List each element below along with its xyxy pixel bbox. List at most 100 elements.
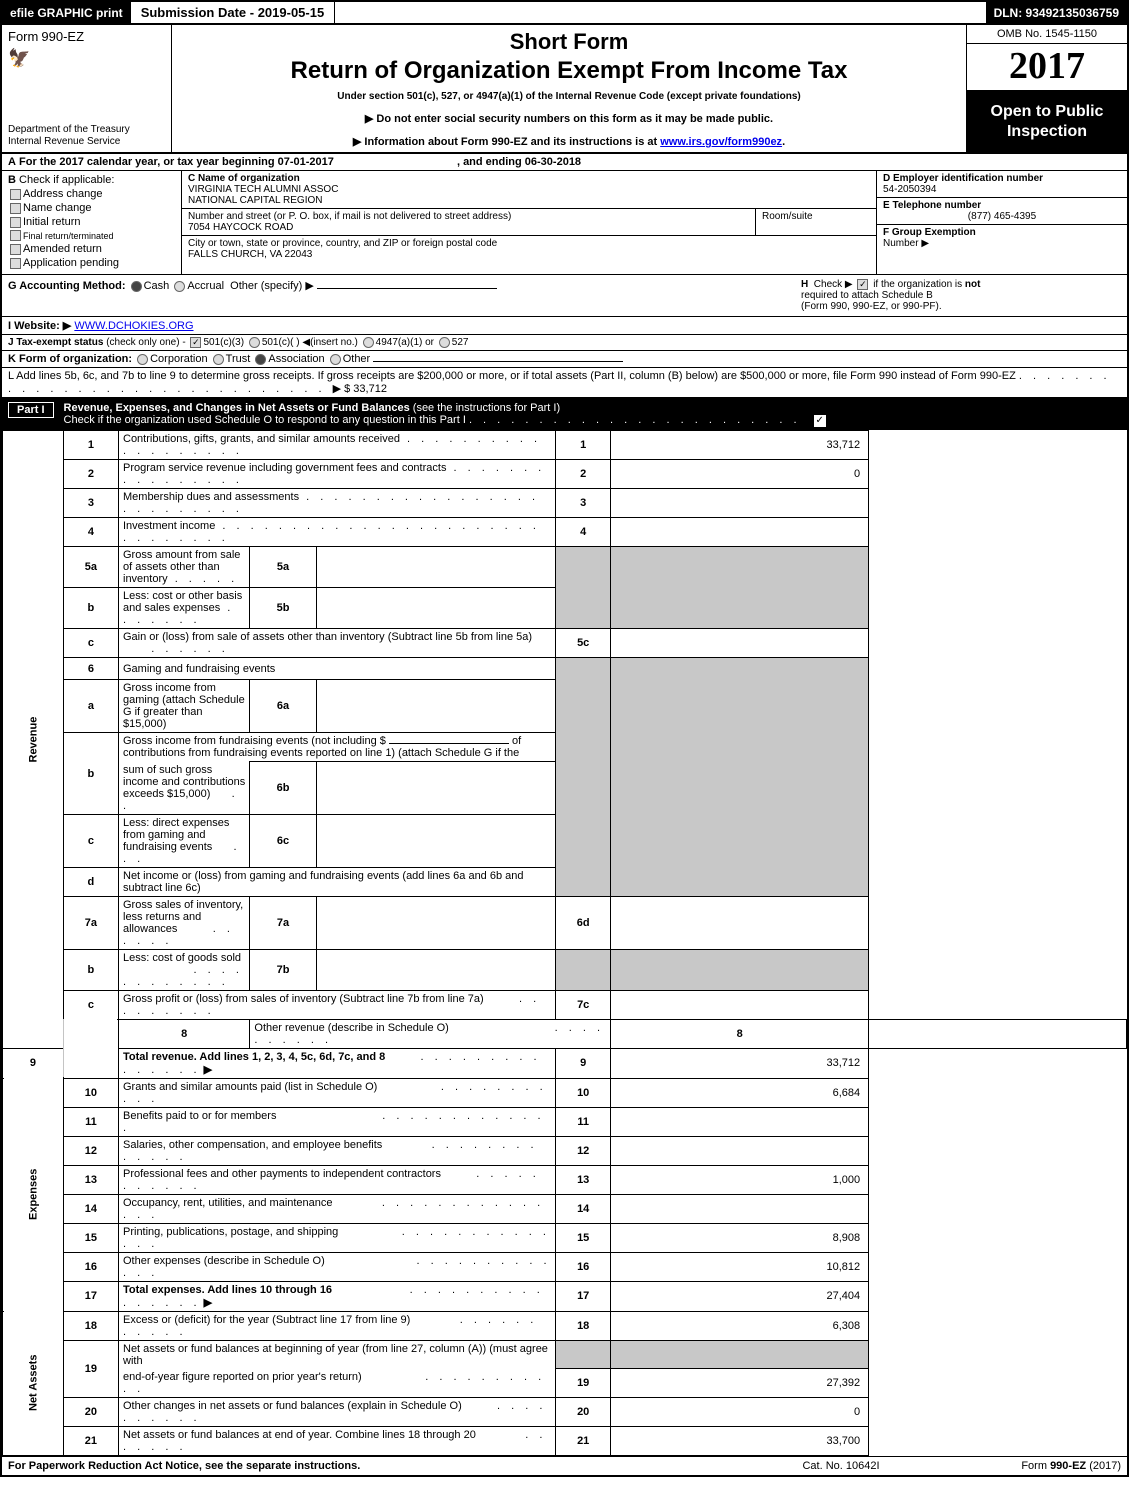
line8-box: 8	[611, 1019, 869, 1048]
section-l: L Add lines 5b, 6c, and 7b to line 9 to …	[2, 368, 1127, 399]
h-text4: (Form 990, 990-EZ, or 990-PF).	[801, 301, 942, 312]
opt-4947: 4947(a)(1) or	[376, 337, 434, 348]
line3-val	[611, 489, 869, 518]
form-container: efile GRAPHIC print Submission Date - 20…	[0, 0, 1129, 1477]
warning-line-2: ▶ Information about Form 990-EZ and its …	[182, 135, 956, 148]
line-items-table: Revenue 1 Contributions, gifts, grants, …	[2, 430, 1127, 1456]
short-form-title: Short Form	[182, 29, 956, 55]
line9-box: 9	[556, 1048, 611, 1078]
label-k: K Form of organization:	[8, 353, 132, 365]
line7c-num: c	[63, 990, 118, 1019]
irs-link[interactable]: www.irs.gov/form990ez	[660, 136, 782, 148]
line5-shaded-val	[611, 547, 869, 629]
radio-501c[interactable]	[249, 337, 260, 348]
inspection-line2: Inspection	[971, 122, 1123, 141]
line18-box: 18	[556, 1311, 611, 1340]
line10-val: 6,684	[611, 1078, 869, 1107]
footer-form-number: 990-EZ	[1050, 1460, 1086, 1472]
line7b-num: b	[63, 949, 118, 990]
l-amount-prefix: ▶ $	[333, 383, 354, 395]
line9-num: 9	[3, 1048, 64, 1078]
efile-print-button[interactable]: efile GRAPHIC print	[2, 2, 131, 23]
line12-desc: Salaries, other compensation, and employ…	[123, 1139, 382, 1151]
line4-num: 4	[63, 518, 118, 547]
row-line-10: Expenses 10 Grants and similar amounts p…	[3, 1078, 1127, 1107]
city-value: FALLS CHURCH, VA 22043	[188, 249, 312, 260]
opt-cash: Cash	[144, 280, 170, 292]
checkbox-application-pending[interactable]	[10, 258, 21, 269]
radio-cash[interactable]	[131, 281, 142, 292]
line6a-ival	[316, 680, 555, 733]
line7c-val	[611, 990, 869, 1019]
line5c-desc: Gain or (loss) from sale of assets other…	[123, 631, 532, 643]
row-line-11: 11 Benefits paid to or for members . . .…	[3, 1107, 1127, 1136]
radio-trust[interactable]	[213, 354, 224, 365]
opt-application-pending: Application pending	[23, 257, 119, 269]
checkbox-amended-return[interactable]	[10, 244, 21, 255]
line6b-blank[interactable]	[389, 743, 509, 744]
radio-corporation[interactable]	[137, 354, 148, 365]
other-specify-line[interactable]	[317, 288, 497, 289]
row-line-16: 16 Other expenses (describe in Schedule …	[3, 1252, 1127, 1281]
checkbox-initial-return[interactable]	[10, 217, 21, 228]
section-c: C Name of organization VIRGINIA TECH ALU…	[182, 171, 877, 274]
line6a-num: a	[63, 680, 118, 733]
line2-desc: Program service revenue including govern…	[123, 462, 446, 474]
opt-trust: Trust	[226, 353, 251, 365]
line19-box: 19	[556, 1369, 611, 1398]
row-line-6: 6 Gaming and fundraising events	[3, 658, 1127, 680]
part-i-label: Part I	[8, 402, 54, 418]
opt-other: Other (specify) ▶	[230, 280, 314, 292]
form-prefix: Form	[8, 29, 38, 44]
line17-desc: Total expenses. Add lines 10 through 16	[123, 1284, 332, 1296]
line18-desc: Excess or (deficit) for the year (Subtra…	[123, 1314, 410, 1326]
checkbox-final-return[interactable]	[10, 230, 21, 241]
line4-desc: Investment income	[123, 520, 215, 532]
checkbox-name-change[interactable]	[10, 203, 21, 214]
checkbox-h[interactable]	[857, 279, 868, 290]
label-f-number: Number ▶	[883, 238, 929, 249]
side-label-expenses: Expenses	[3, 1078, 64, 1311]
dots: . . . . . . . . . . . .	[123, 964, 243, 988]
line7a-inner: 7a	[250, 896, 316, 949]
topbar-spacer	[335, 2, 985, 23]
radio-other-org[interactable]	[330, 354, 341, 365]
line7b-shaded-val	[611, 949, 869, 990]
other-org-line[interactable]	[373, 361, 623, 362]
line19-num: 19	[63, 1340, 118, 1397]
checkbox-501c3[interactable]	[190, 337, 201, 348]
line21-desc: Net assets or fund balances at end of ye…	[123, 1429, 476, 1441]
org-name-2: NATIONAL CAPITAL REGION	[188, 195, 322, 206]
line6d-num: d	[63, 867, 118, 896]
radio-accrual[interactable]	[174, 281, 185, 292]
line13-val: 1,000	[611, 1165, 869, 1194]
row-line-4: 4 Investment income . . . . . . . . . . …	[3, 518, 1127, 547]
checkbox-address-change[interactable]	[10, 189, 21, 200]
line20-box: 20	[556, 1397, 611, 1426]
line11-desc: Benefits paid to or for members	[123, 1110, 276, 1122]
line17-val: 27,404	[611, 1281, 869, 1311]
line6d-val	[611, 896, 869, 949]
row-line-2: 2 Program service revenue including gove…	[3, 460, 1127, 489]
under-section-text: Under section 501(c), 527, or 4947(a)(1)…	[182, 91, 956, 102]
label-c: C Name of organization	[188, 173, 300, 184]
website-link[interactable]: WWW.DCHOKIES.ORG	[74, 320, 193, 332]
opt-501c: 501(c)( ) ◀(insert no.)	[262, 337, 358, 348]
line1-num: 1	[63, 431, 118, 460]
line12-box: 12	[556, 1136, 611, 1165]
label-j: J Tax-exempt status	[8, 337, 103, 348]
line6-shaded-val	[611, 658, 869, 897]
radio-association[interactable]	[255, 354, 266, 365]
row-line-20: 20 Other changes in net assets or fund b…	[3, 1397, 1127, 1426]
part-i-checkbox[interactable]	[814, 415, 826, 427]
footer-form-suffix: (2017)	[1086, 1460, 1121, 1472]
row-line-12: 12 Salaries, other compensation, and emp…	[3, 1136, 1127, 1165]
radio-527[interactable]	[439, 337, 450, 348]
line7c-desc: Gross profit or (loss) from sales of inv…	[123, 993, 484, 1005]
radio-4947[interactable]	[363, 337, 374, 348]
l-amount: 33,712	[353, 383, 387, 395]
line4-box: 4	[556, 518, 611, 547]
dept-line2: Internal Revenue Service	[8, 136, 165, 148]
label-e: E Telephone number	[883, 200, 981, 211]
dln-label: DLN: 93492135036759	[986, 2, 1127, 23]
